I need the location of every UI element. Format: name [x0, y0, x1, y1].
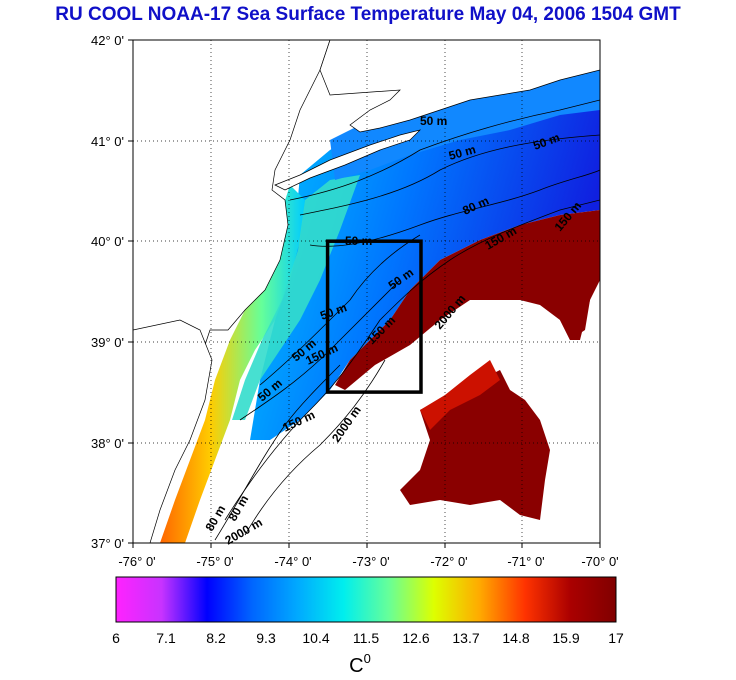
- new-england-land: [319, 40, 600, 133]
- northern-shelf-water: [330, 65, 600, 180]
- contour-label: 50 m: [447, 142, 477, 163]
- colorbar-tick: 9.3: [256, 630, 276, 646]
- lat-label: 42° 0': [91, 33, 124, 48]
- lon-label: -70° 0': [581, 554, 618, 569]
- colorbar-gradient: [116, 577, 616, 622]
- lat-label: 41° 0': [91, 134, 124, 149]
- midshelf-water: [232, 175, 360, 420]
- long-island-land: [274, 129, 422, 191]
- colorbar-tick: 7.1: [156, 630, 176, 646]
- lat-label: 37° 0': [91, 536, 124, 551]
- latitude-labels: 42° 0' 41° 0' 40° 0' 39° 0' 38° 0' 37° 0…: [91, 33, 124, 551]
- lon-label: -71° 0': [507, 554, 544, 569]
- colorbar-tick: 17: [608, 630, 624, 646]
- colorbar-tick: 15.9: [552, 630, 579, 646]
- delmarva-land: [133, 319, 213, 543]
- colorbar-tick: 6: [112, 630, 120, 646]
- colorbar-tick-labels: 6 7.1 8.2 9.3 10.4 11.5 12.6 13.7 14.8 1…: [112, 630, 624, 646]
- colorbar-tick: 14.8: [502, 630, 529, 646]
- contour-label: 50 m: [420, 114, 447, 128]
- colorbar-unit-label: C0: [349, 651, 371, 677]
- axis-ticks: [128, 39, 601, 548]
- lat-label: 38° 0': [91, 436, 124, 451]
- lat-label: 40° 0': [91, 234, 124, 249]
- map-title: RU COOL NOAA-17 Sea Surface Temperature …: [55, 4, 681, 25]
- lon-label: -72° 0': [430, 554, 467, 569]
- colorbar-tick: 8.2: [206, 630, 226, 646]
- colorbar-tick: 12.6: [402, 630, 429, 646]
- lon-label: -74° 0': [274, 554, 311, 569]
- warm-filament: [420, 360, 500, 430]
- lon-label: -75° 0': [196, 554, 233, 569]
- warm-patch-east: [555, 285, 590, 340]
- lon-label: -73° 0': [352, 554, 389, 569]
- sst-field: [133, 40, 600, 543]
- colorbar-tick: 13.7: [452, 630, 479, 646]
- study-area-box: [325, 239, 423, 394]
- colorbar-frame: [115, 576, 617, 623]
- lat-label: 39° 0': [91, 335, 124, 350]
- colorbar-tick: 10.4: [302, 630, 329, 646]
- bathymetry-contours: [214, 99, 600, 541]
- longitude-labels: -76° 0' -75° 0' -74° 0' -73° 0' -72° 0' …: [118, 554, 618, 569]
- colorbar-tick: 11.5: [353, 630, 379, 646]
- slope-warm-water: [335, 210, 600, 390]
- colorbar: [116, 577, 616, 622]
- lon-label: -76° 0': [118, 554, 155, 569]
